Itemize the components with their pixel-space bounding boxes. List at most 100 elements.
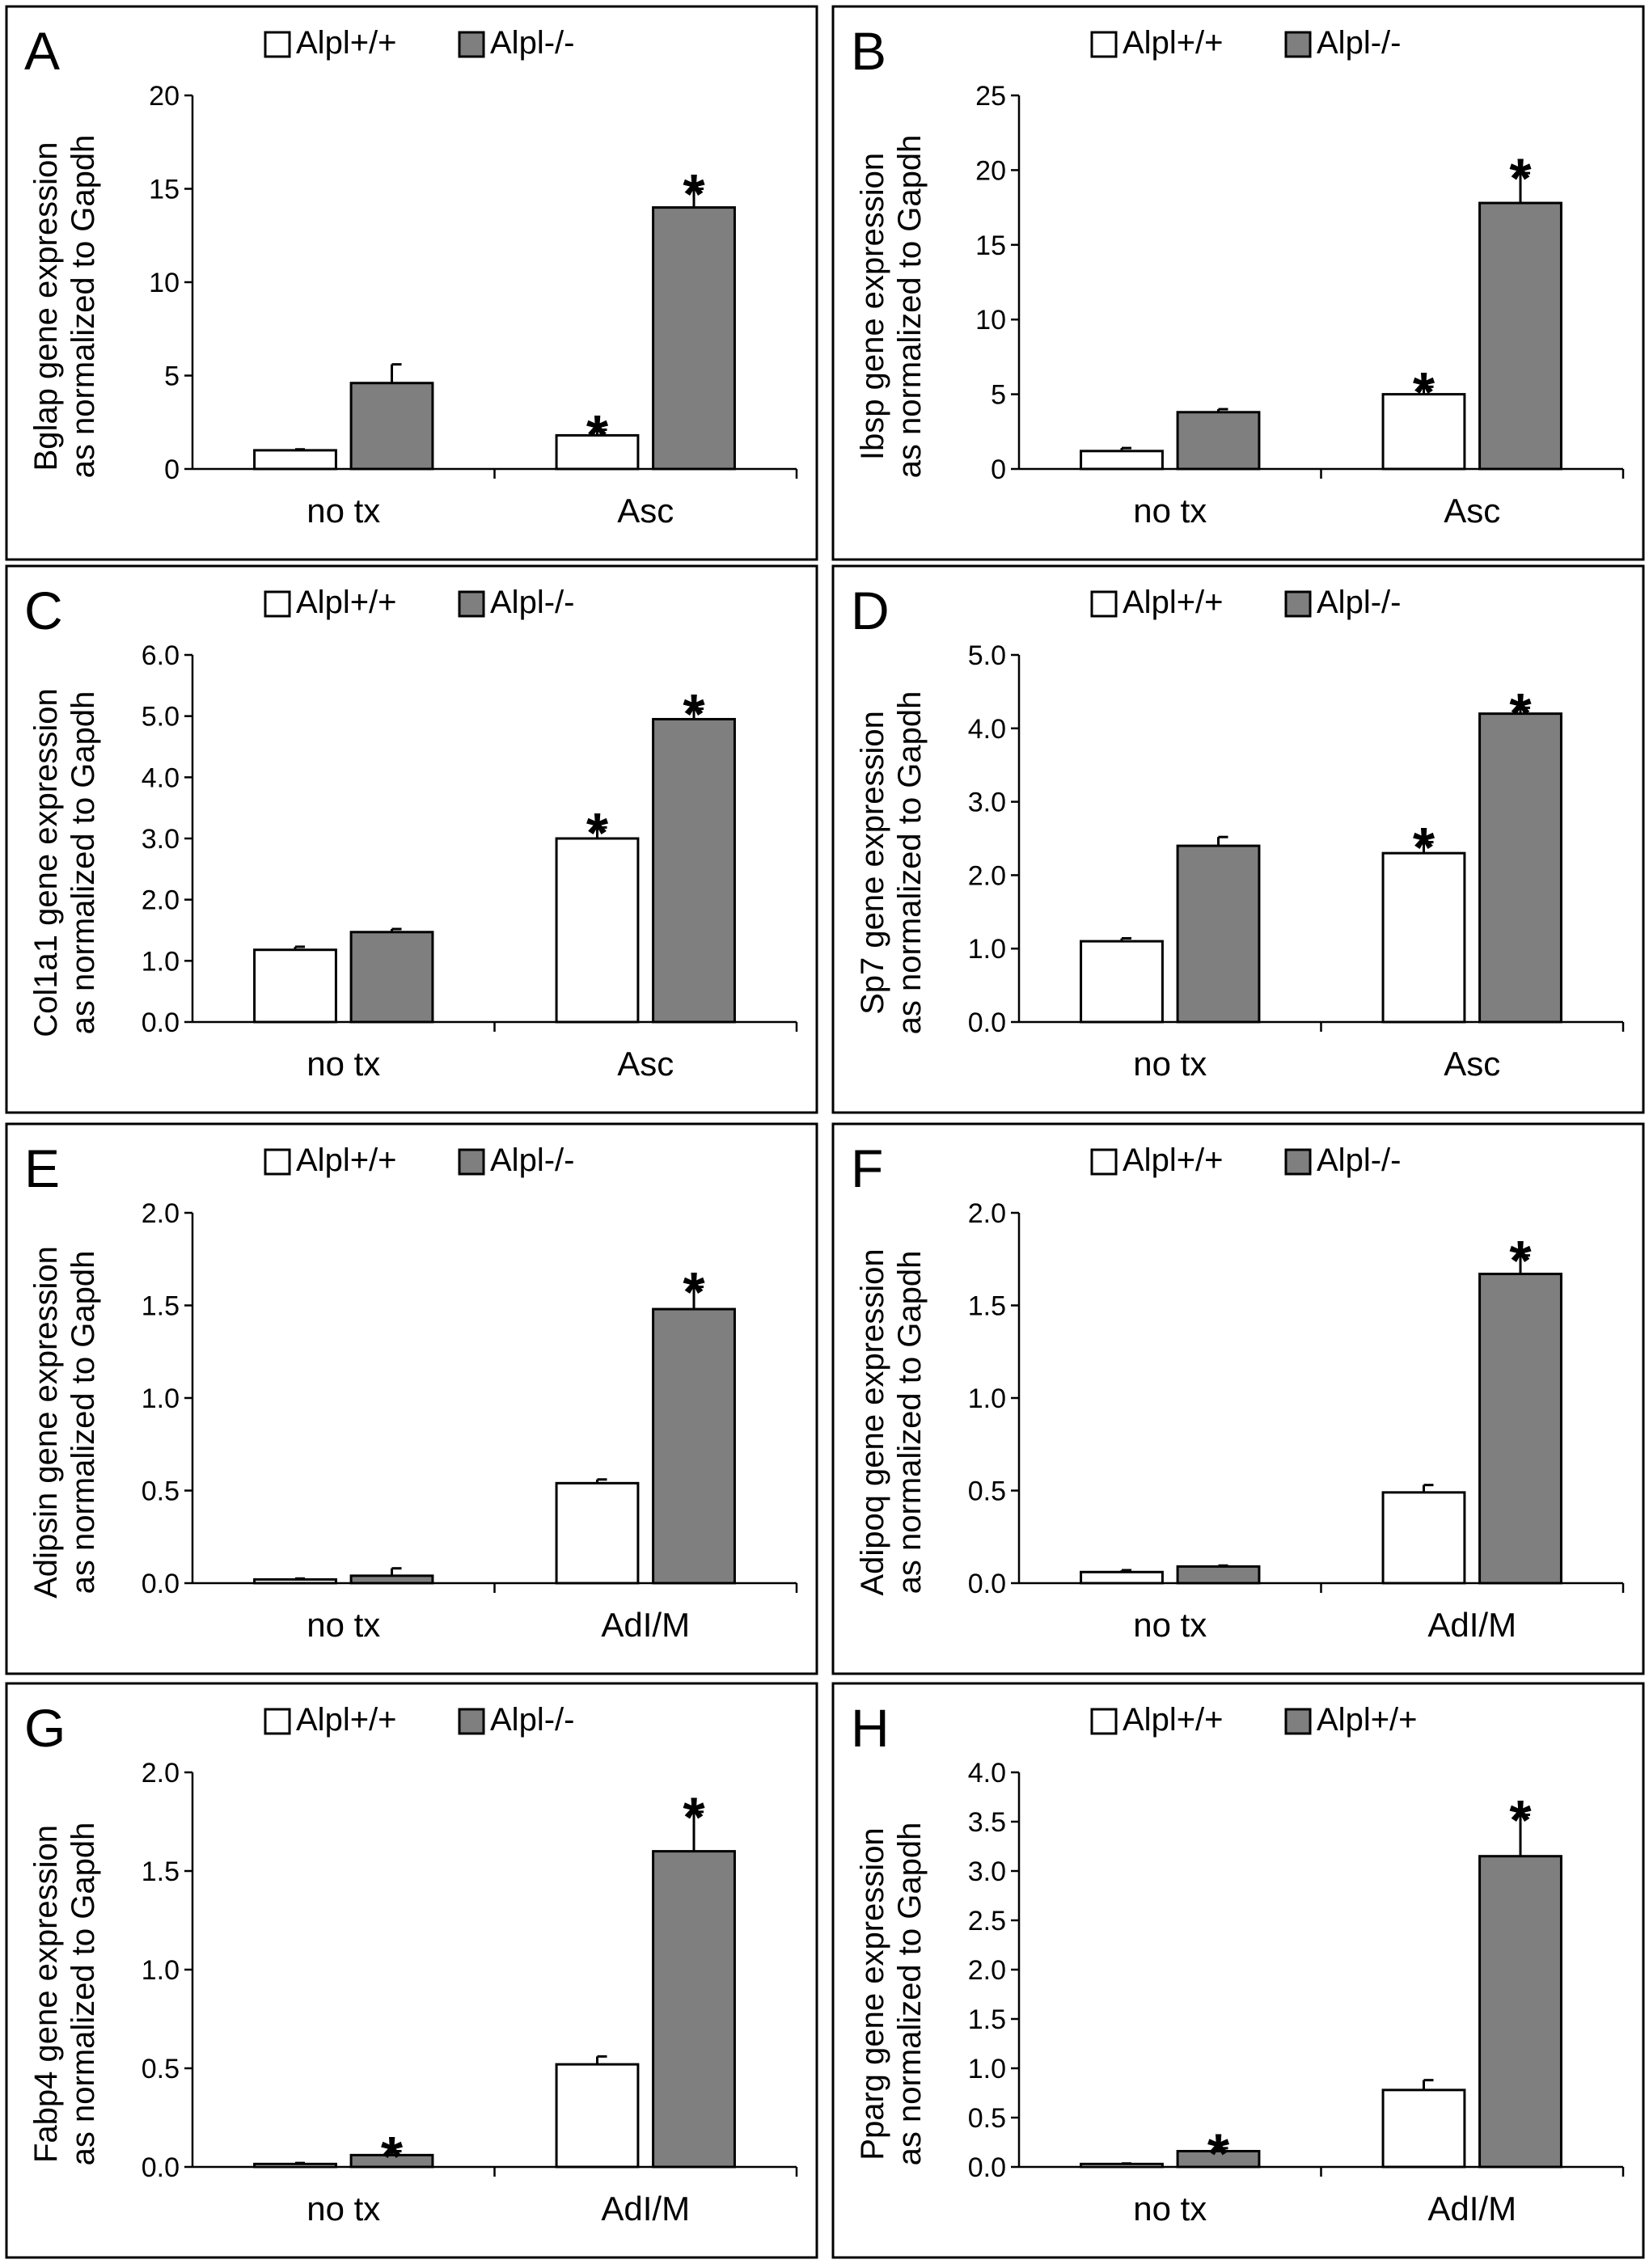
bar-wildtype <box>1080 940 1164 1024</box>
y-tick-label: 2.0 <box>968 860 1006 891</box>
y-axis-label-line: as normalized to Gapdh <box>66 1251 101 1594</box>
y-axis-label-line: Bglap gene expression <box>28 142 64 471</box>
legend-swatch-open <box>264 1708 291 1735</box>
significance-star: * <box>381 2125 404 2188</box>
panel-letter: C <box>24 581 63 640</box>
y-tick-label: 2.0 <box>968 1198 1006 1229</box>
y-tick-label: 20 <box>149 81 180 112</box>
legend-swatch-open <box>1090 590 1118 618</box>
significance-star: * <box>586 801 609 864</box>
y-tick-label: 15 <box>975 230 1006 261</box>
x-category-label: AdI/M <box>1427 1606 1516 1644</box>
y-tick-label: 2.0 <box>968 1955 1006 1986</box>
panel-letter: B <box>851 21 886 81</box>
panel-letter: D <box>851 581 890 640</box>
y-tick-label: 1.0 <box>142 1383 180 1414</box>
bar-wildtype <box>253 948 337 1024</box>
y-tick-label: 0.0 <box>142 1007 180 1038</box>
y-tick-label: 1.5 <box>142 1856 180 1887</box>
y-tick-label: 2.5 <box>968 1906 1006 1936</box>
legend-label-open: Alpl+/+ <box>1123 1702 1224 1738</box>
y-tick-label: 4.0 <box>968 1758 1006 1789</box>
y-axis-label-line: Ibsp gene expression <box>855 153 890 460</box>
x-category-label: Asc <box>1444 1045 1500 1083</box>
bar-wildtype <box>253 1577 337 1585</box>
panel-e: E Alpl+/+ Alpl-/- Adipsin gene expression as… <box>5 1122 818 1675</box>
legend-label-open: Alpl+/+ <box>296 1142 397 1178</box>
bar-knockout <box>652 717 736 1024</box>
y-tick-label: 1.5 <box>142 1291 180 1322</box>
y-axis-label-line: Adipoq gene expression <box>855 1248 890 1595</box>
bar-knockout <box>652 1850 736 2169</box>
significance-star: * <box>683 1261 705 1324</box>
bar-wildtype <box>1381 1491 1466 1585</box>
y-tick-label: 1.0 <box>968 1383 1006 1414</box>
legend: Alpl+/+ Alpl-/- <box>264 1702 574 1738</box>
y-tick-label: 2.0 <box>142 1198 180 1229</box>
y-axis-label-line: as normalized to Gapdh <box>66 691 101 1035</box>
bar-knockout <box>349 382 434 471</box>
y-tick-label: 6.0 <box>142 640 180 671</box>
legend: Alpl+/+ Alpl-/- <box>1090 1142 1401 1178</box>
legend-swatch-filled <box>458 31 485 58</box>
y-tick-label: 3.0 <box>968 788 1006 818</box>
bar-wildtype <box>253 449 337 471</box>
legend-swatch-filled <box>458 1708 485 1735</box>
y-tick-label: 0 <box>164 454 180 485</box>
legend: Alpl+/+ Alpl-/- <box>1090 585 1401 620</box>
x-category-label: no tx <box>1133 1045 1207 1083</box>
y-tick-label: 3.0 <box>142 824 180 855</box>
panel-d: D Alpl+/+ Alpl-/- Sp7 gene expression as nor… <box>831 564 1645 1114</box>
legend: Alpl+/+ Alpl-/- <box>264 25 574 61</box>
y-tick-label: 1.0 <box>142 1955 180 1986</box>
legend-swatch-open <box>1090 1148 1118 1176</box>
x-category-label: no tx <box>1133 492 1207 530</box>
bar-knockout <box>652 1307 736 1585</box>
significance-star: * <box>1207 2122 1230 2185</box>
significance-star: * <box>1509 1789 1532 1852</box>
legend-swatch-open <box>264 31 291 58</box>
legend-swatch-filled <box>458 1148 485 1176</box>
x-category-label: no tx <box>1133 1606 1207 1644</box>
bar-knockout <box>1176 411 1261 471</box>
y-tick-label: 2.0 <box>142 1758 180 1789</box>
x-category-label: AdI/M <box>601 1606 690 1644</box>
y-tick-label: 1.5 <box>968 1291 1006 1322</box>
significance-star: * <box>1509 147 1532 210</box>
y-tick-label: 10 <box>149 268 180 298</box>
legend: Alpl+/+ Alpl-/- <box>264 1142 574 1178</box>
y-tick-label: 0.0 <box>968 1007 1006 1038</box>
bar-knockout <box>652 206 736 471</box>
y-axis-label: Col1a1 gene expression as normalized to G… <box>28 688 101 1037</box>
y-tick-label: 3.5 <box>968 1807 1006 1838</box>
y-tick-label: 2.0 <box>142 885 180 916</box>
y-tick-label: 0 <box>991 454 1006 485</box>
y-tick-label: 5.0 <box>142 702 180 733</box>
panel-b: B Alpl+/+ Alpl-/- Ibsp gene expression as no… <box>831 5 1645 561</box>
y-tick-label: 10 <box>975 305 1006 336</box>
bar-wildtype <box>1381 393 1466 471</box>
panel-letter: A <box>24 21 60 81</box>
y-axis-label: Sp7 gene expression as normalized to Gapd… <box>855 691 928 1035</box>
x-category-label: Asc <box>617 492 674 530</box>
y-tick-label: 5 <box>164 361 180 392</box>
y-tick-label: 1.0 <box>142 946 180 977</box>
legend: Alpl+/+ Alpl-/- <box>264 585 574 620</box>
y-axis-label: Adipoq gene expression as normalized to G… <box>855 1248 928 1595</box>
y-tick-label: 0.0 <box>968 2152 1006 2183</box>
legend-label-open: Alpl+/+ <box>296 1702 397 1738</box>
y-axis-label-line: as normalized to Gapdh <box>892 1822 928 2166</box>
panel-g: G Alpl+/+ Alpl-/- Fabp4 gene expression as n… <box>5 1682 818 2259</box>
y-tick-label: 20 <box>975 155 1006 186</box>
y-tick-label: 0.0 <box>142 1569 180 1599</box>
legend: Alpl+/+ Alpl-/- <box>1090 25 1401 61</box>
y-axis-label-line: as normalized to Gapdh <box>66 135 101 479</box>
y-tick-label: 4.0 <box>968 714 1006 745</box>
significance-star: * <box>683 1785 705 1848</box>
panel-c: C Alpl+/+ Alpl-/- Col1a1 gene expression as … <box>5 564 818 1114</box>
bar-wildtype <box>1381 2089 1466 2169</box>
legend-label-filled: Alpl-/- <box>490 585 574 620</box>
x-category-label: no tx <box>307 2190 380 2228</box>
y-tick-label: 15 <box>149 175 180 205</box>
x-category-label: no tx <box>1133 2190 1207 2228</box>
